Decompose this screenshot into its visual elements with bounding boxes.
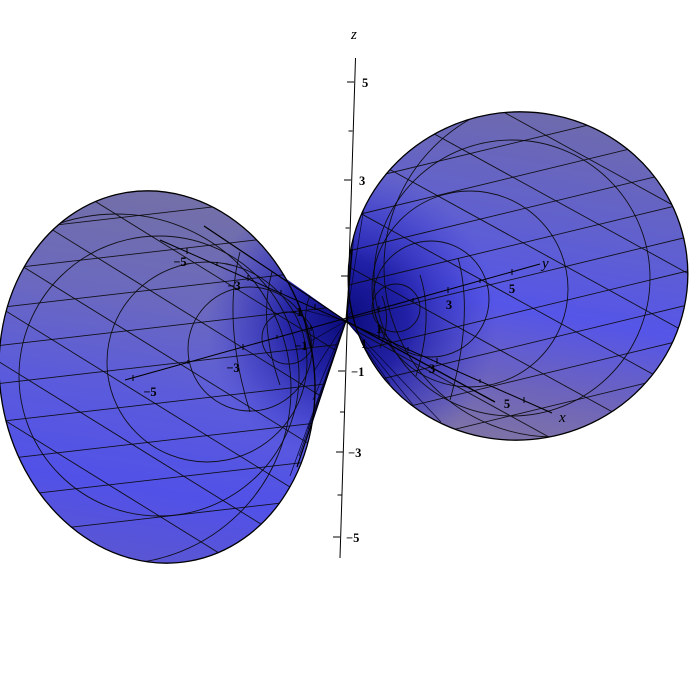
x-axis: −5 −3 −1 1 3 5 x [159,239,566,426]
x-tick-label: −1 [289,305,302,319]
x-tick-label: −3 [227,279,240,293]
y-tick-label: −5 [143,385,156,399]
left-disk-mesh [0,165,346,589]
z-axis-ticks [333,81,354,538]
z-axis-label: z [350,27,357,43]
z-tick-label: −1 [351,365,364,379]
right-cone-surface [330,90,700,468]
y-tick-label: −1 [294,339,307,353]
x-tick-label: 5 [504,397,510,411]
x-axis-line [159,239,553,414]
x-tick-label: −5 [173,255,186,269]
y-axis: −5 −3 −1 1 3 5 y [124,256,549,399]
right-cone-silhouette-edges [345,248,496,403]
x-axis-ticks [186,248,525,403]
z-tick-label: −3 [348,446,361,460]
y-tick-label: −3 [226,361,239,375]
left-cone-rim [0,190,316,564]
y-tick-label: 3 [446,298,452,312]
y-axis-ticks [132,269,513,381]
right-cone-rim [347,111,689,441]
y-axis-line [124,263,541,381]
z-axis: 5 3 −1 −3 −5 z [333,27,368,559]
x-axis-label: x [558,410,566,426]
left-cone-silhouette-edges [203,225,347,468]
z-axis-line [339,57,356,559]
z-tick-label: 5 [362,76,368,90]
z-tick-label: 3 [359,174,365,188]
y-tick-label: 1 [376,322,382,336]
y-axis-label: y [540,256,549,272]
x-tick-label: 1 [361,337,367,351]
left-cone [0,165,347,589]
z-tick-label: −5 [346,531,359,545]
x-tick-label: 3 [429,362,435,376]
y-tick-label: 5 [509,282,515,296]
